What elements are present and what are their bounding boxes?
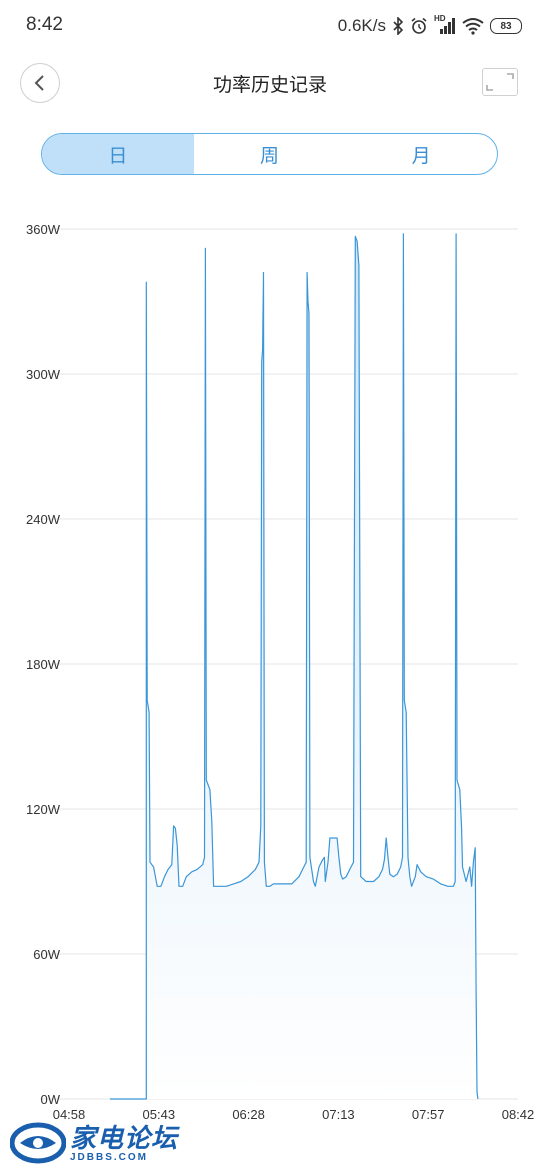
expand-button[interactable] [482, 68, 518, 96]
status-time: 8:42 [26, 14, 63, 35]
x-tick-label: 07:13 [322, 1107, 355, 1120]
tab-month[interactable]: 月 [411, 145, 431, 167]
back-button[interactable] [20, 63, 60, 103]
x-tick-label: 06:28 [232, 1107, 265, 1120]
header: 功率历史记录 [0, 56, 540, 112]
y-tick-label: 60W [33, 947, 60, 962]
x-tick-label: 08:42 [502, 1107, 535, 1120]
page-title: 功率历史记录 [212, 75, 327, 96]
wifi-icon [462, 18, 484, 35]
series-line [110, 233, 479, 1100]
net-speed: 0.6K/s [337, 16, 386, 35]
watermark-cn: 家电论坛 [70, 1122, 179, 1153]
x-axis-ticks: 04:58 05:43 06:28 07:13 07:57 08:42 [53, 1107, 535, 1120]
watermark-en: JDBBS.COM [70, 1151, 149, 1163]
battery-icon: 83 [490, 18, 522, 34]
power-chart: 0W 60W 120W 180W 240W 300W 360W 04:58 05:43 06:2… [26, 222, 535, 1120]
expand-icon [486, 73, 514, 91]
alarm-icon [411, 17, 427, 34]
chevron-left-icon [34, 75, 44, 91]
y-tick-label: 180W [26, 657, 61, 672]
tab-day[interactable]: 日 [42, 134, 194, 174]
y-tick-label: 0W [41, 1092, 61, 1107]
forum-logo-icon [10, 1122, 66, 1164]
y-axis-ticks: 0W 60W 120W 180W 240W 300W 360W [26, 222, 61, 1107]
series-area [110, 233, 478, 1100]
x-tick-label: 05:43 [143, 1107, 176, 1120]
y-tick-label: 120W [26, 802, 61, 817]
hd-label: HD [434, 14, 446, 23]
status-bar: 8:42 0.6K/s HD 83 [0, 0, 540, 52]
status-icons: 0.6K/s HD 83 [338, 14, 522, 38]
x-tick-label: 04:58 [53, 1107, 86, 1120]
y-tick-label: 360W [26, 222, 61, 237]
signal-icon: HD [434, 14, 456, 35]
period-tabs: 日 周 月 [41, 133, 498, 175]
y-tick-label: 240W [26, 512, 61, 527]
watermark: 家电论坛 JDBBS.COM [10, 1118, 178, 1168]
x-tick-label: 07:57 [412, 1107, 445, 1120]
area-layer [110, 233, 479, 1100]
tab-week[interactable]: 周 [260, 145, 280, 167]
bluetooth-icon [393, 17, 404, 35]
y-tick-label: 300W [26, 367, 61, 382]
